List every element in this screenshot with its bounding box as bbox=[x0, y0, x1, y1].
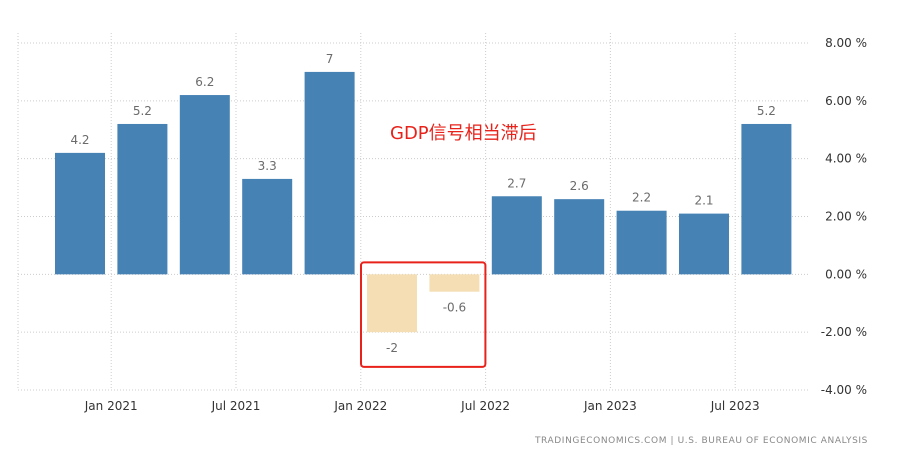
chart-annotation: GDP信号相当滞后 bbox=[390, 123, 537, 144]
data-labels: 4.2 5.2 6.2 3.3 7 -2 -0.6 2.7 2.6 2.2 2.1 5.2 bbox=[70, 52, 775, 355]
data-label-2022Q1: -2 bbox=[386, 341, 398, 355]
highlight-box bbox=[360, 261, 487, 368]
source-credit: TRADINGECONOMICS.COM | U.S. BUREAU OF EC… bbox=[534, 436, 868, 446]
y-tick-label: 2.00 % bbox=[825, 210, 867, 224]
bar-2022Q4 bbox=[554, 199, 605, 275]
data-label-2021Q2: 6.2 bbox=[195, 75, 214, 89]
data-label-2021Q1: 5.2 bbox=[133, 104, 152, 118]
x-tick-label: Jan 2021 bbox=[84, 399, 138, 413]
y-tick-label: -2.00 % bbox=[821, 325, 867, 339]
x-tick-label: Jan 2022 bbox=[333, 399, 387, 413]
bar-2023Q1 bbox=[616, 210, 667, 275]
data-label-2023Q2: 2.1 bbox=[694, 194, 713, 208]
y-tick-label: 6.00 % bbox=[825, 94, 867, 108]
bars bbox=[55, 71, 792, 333]
data-label-2020Q4: 4.2 bbox=[70, 133, 89, 147]
data-label-2022Q4: 2.6 bbox=[570, 179, 589, 193]
data-label-2021Q4: 7 bbox=[326, 52, 334, 66]
y-tick-label: 0.00 % bbox=[825, 267, 867, 281]
bar-2021Q2 bbox=[179, 95, 230, 275]
data-label-2021Q3: 3.3 bbox=[258, 159, 277, 173]
y-axis-ticks: 8.00 % 6.00 % 4.00 % 2.00 % 0.00 % -2.00 % -4.… bbox=[821, 36, 867, 397]
y-tick-label: -4.00 % bbox=[821, 383, 867, 397]
bar-2021Q3 bbox=[242, 178, 293, 275]
bar-2022Q3 bbox=[491, 196, 542, 275]
bar-2022Q1 bbox=[367, 274, 417, 333]
bar-2021Q1 bbox=[117, 123, 168, 275]
x-tick-label: Jul 2021 bbox=[211, 399, 261, 413]
bar-2022Q2 bbox=[429, 274, 480, 292]
x-tick-label: Jul 2023 bbox=[710, 399, 760, 413]
x-tick-label: Jan 2023 bbox=[583, 399, 637, 413]
data-label-2023Q1: 2.2 bbox=[632, 191, 651, 205]
x-axis-ticks: Jan 2021 Jul 2021 Jan 2022 Jul 2022 Jan 2023… bbox=[84, 399, 760, 413]
bar-2023Q2 bbox=[679, 213, 729, 275]
bar-2020Q4 bbox=[55, 152, 105, 275]
y-tick-label: 8.00 % bbox=[825, 36, 867, 50]
data-label-2023Q3: 5.2 bbox=[757, 104, 776, 118]
x-tick-label: Jul 2022 bbox=[460, 399, 510, 413]
data-label-2022Q3: 2.7 bbox=[507, 176, 526, 190]
y-tick-label: 4.00 % bbox=[825, 152, 867, 166]
bar-2023Q3 bbox=[741, 123, 792, 275]
bar-2021Q4 bbox=[304, 71, 355, 275]
data-label-2022Q2: -0.6 bbox=[443, 301, 466, 315]
